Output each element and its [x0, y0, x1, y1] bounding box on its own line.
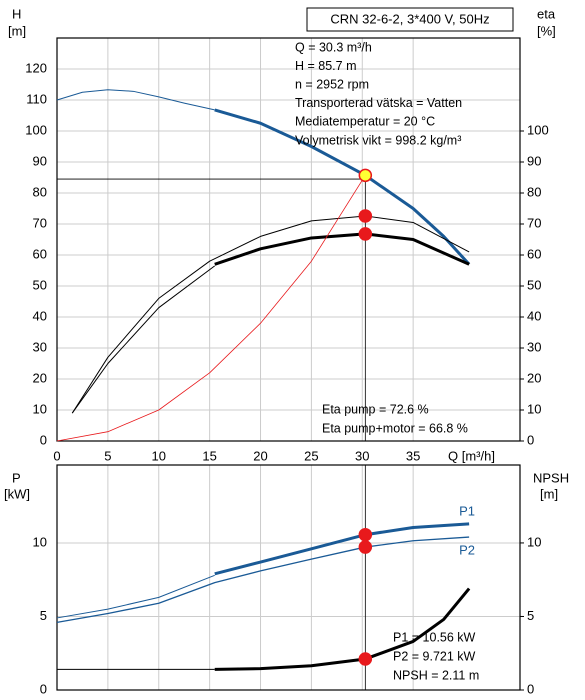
info: Mediatemperatur = 20 °C [295, 115, 435, 129]
y-unit: [kW] [4, 486, 30, 501]
y2-tick-label: 80 [527, 184, 541, 199]
curve [71, 215, 470, 414]
x-tick-label: 15 [202, 448, 216, 463]
operating-point [358, 209, 373, 223]
y2-tick-label: 70 [527, 215, 541, 230]
y-tick-label: 60 [33, 246, 47, 261]
y-tick-label: 10 [33, 534, 47, 549]
series-label: P2 [459, 542, 475, 557]
x-tick-label: 25 [304, 448, 318, 463]
y-unit: [m] [8, 23, 26, 38]
x-tick-label: 20 [253, 448, 267, 463]
y-tick-label: 50 [33, 277, 47, 292]
curve [56, 89, 215, 111]
annotations: Eta pump+motor = 66.8 % [322, 421, 468, 435]
x-tick-label: 10 [152, 448, 166, 463]
annotations: NPSH = 2.11 m [393, 668, 479, 682]
curve [71, 265, 216, 414]
chart-title: CRN 32-6-2, 3*400 V, 50Hz [330, 11, 489, 26]
curve [214, 522, 470, 576]
y2-tick-label: 90 [527, 153, 541, 168]
y-tick-label: 40 [33, 308, 47, 323]
y2-unit: [%] [537, 23, 556, 38]
x-tick-label: 30 [355, 448, 369, 463]
operating-point [358, 527, 373, 542]
curve [214, 232, 470, 266]
info: H = 85.7 m [295, 59, 357, 73]
y-tick-label: 10 [33, 401, 47, 416]
info: Volymetrisk vikt = 998.2 kg/m³ [295, 133, 461, 147]
y2-tick-label: 0 [527, 432, 534, 447]
curve [56, 574, 215, 619]
info: Transporterad vätska = Vatten [295, 96, 462, 110]
y2-tick-label: 5 [527, 608, 534, 623]
y-tick-label: 0 [40, 681, 47, 696]
x-tick-label: 35 [406, 448, 420, 463]
y-tick-label: 80 [33, 184, 47, 199]
y-tick-label: 20 [33, 370, 47, 385]
y2-tick-label: 40 [527, 308, 541, 323]
y-tick-label: 5 [40, 608, 47, 623]
operating-point [358, 227, 373, 241]
y-tick-label: 30 [33, 339, 47, 354]
x-tick-label: 0 [53, 448, 60, 463]
y-tick-label: 90 [33, 153, 47, 168]
operating-point [358, 168, 373, 183]
y2-tick-label: 0 [527, 681, 534, 696]
y-tick-label: 70 [33, 215, 47, 230]
operating-point [358, 652, 373, 666]
y-label: P [12, 470, 21, 485]
annotations: Eta pump = 72.6 % [322, 402, 429, 416]
y2-tick-label: 10 [527, 401, 541, 416]
plot-frame [56, 37, 521, 442]
x-tick-label: 5 [104, 448, 111, 463]
operating-point [358, 540, 373, 554]
y2-tick-label: 100 [527, 122, 549, 137]
y-tick-label: 120 [25, 60, 47, 75]
y-tick-label: 100 [25, 122, 47, 137]
y2-label: eta [537, 6, 556, 21]
info: Q = 30.3 m³/h [295, 40, 372, 54]
plot-frame [56, 464, 521, 691]
y2-unit: [m] [540, 486, 558, 501]
y-tick-label: 0 [40, 432, 47, 447]
y2-tick-label: 60 [527, 246, 541, 261]
y2-tick-label: 50 [527, 277, 541, 292]
title-box [306, 7, 514, 32]
y2-tick-label: 30 [527, 339, 541, 354]
curve [56, 536, 470, 623]
y2-tick-label: 20 [527, 370, 541, 385]
y-label: H [12, 6, 21, 21]
y2-label: NPSH [533, 470, 569, 485]
annotations: P1 = 10.56 kW [393, 630, 476, 644]
curve [56, 175, 366, 442]
x-label: Q [m³/h] [448, 448, 495, 463]
annotations: P2 = 9.721 kW [393, 649, 476, 663]
info: n = 2952 rpm [295, 77, 369, 91]
y-tick-label: 110 [26, 91, 47, 106]
y2-tick-label: 10 [527, 534, 541, 549]
series-label: P1 [459, 503, 475, 518]
